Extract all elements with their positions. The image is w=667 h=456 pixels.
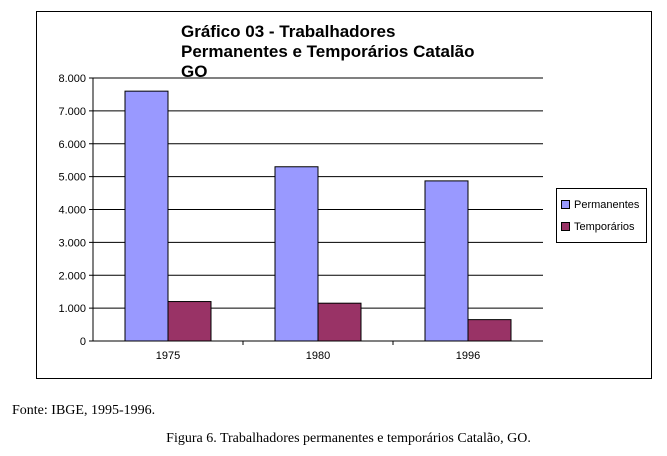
y-tick-label: 5.000 [58, 172, 86, 184]
chart-legend: Permanentes Temporários [556, 188, 647, 243]
bar-permanentes [124, 90, 169, 342]
legend-item-temporarios: Temporários [561, 220, 635, 234]
y-tick-label: 1.000 [58, 303, 86, 315]
bar-temporarios [467, 319, 512, 342]
bar-temporarios [167, 301, 212, 342]
bar-permanentes [424, 180, 469, 342]
y-tick-label: 4.000 [58, 205, 86, 217]
legend-item-permanentes: Permanentes [561, 198, 639, 212]
chart-title: Gráfico 03 - Trabalhadores Permanentes e… [181, 22, 475, 81]
x-tick-label: 1996 [456, 350, 480, 362]
source-note: Fonte: IBGE, 1995-1996. [12, 403, 156, 418]
chart-frame: 0 1.000 2.000 3.000 4.000 5.000 6.000 7.000 8.00… [36, 11, 652, 379]
legend-label-temporarios: Temporários [574, 221, 635, 233]
figure-caption: Figura 6. Trabalhadores permanentes e te… [166, 431, 531, 446]
y-tick-label: 2.000 [58, 270, 86, 282]
bar-permanentes [274, 166, 319, 342]
y-tick-label: 0 [80, 336, 86, 348]
x-tick-label: 1975 [156, 350, 180, 362]
chart-plot: 0 1.000 2.000 3.000 4.000 5.000 6.000 7.000 8.00… [58, 73, 543, 362]
legend-swatch-temporarios [561, 221, 570, 231]
legend-label-permanentes: Permanentes [574, 199, 640, 211]
bar-temporarios [317, 302, 362, 342]
legend-swatch-permanentes [561, 199, 570, 209]
y-tick-label: 7.000 [58, 106, 86, 118]
y-tick-label: 6.000 [58, 139, 86, 151]
y-tick-label: 3.000 [58, 237, 86, 249]
y-tick-label: 8.000 [58, 73, 86, 85]
x-tick-label: 1980 [306, 350, 330, 362]
